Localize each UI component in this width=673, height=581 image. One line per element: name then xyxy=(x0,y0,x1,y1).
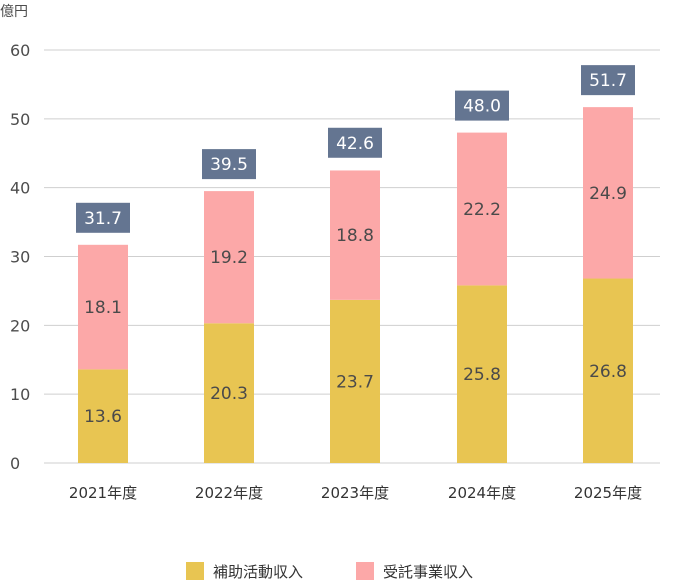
legend-label-hojo: 補助活動収入 xyxy=(213,563,303,581)
bar-segment-hojo-2025年度 xyxy=(583,278,633,463)
bar-segment-jutaku-2022年度 xyxy=(204,191,254,324)
data-label-jutaku-2024年度: 22.2 xyxy=(463,200,501,220)
data-label-jutaku-2021年度: 18.1 xyxy=(84,298,122,318)
total-label-2022年度: 39.5 xyxy=(210,155,248,175)
data-label-hojo-2023年度: 23.7 xyxy=(336,372,374,392)
y-axis-unit-label: 億円 xyxy=(0,4,28,20)
y-tick-label-0: 0 xyxy=(10,454,20,473)
bar-segment-jutaku-2021年度 xyxy=(78,244,128,370)
total-badge-2023年度 xyxy=(328,127,382,158)
y-tick-label-30: 30 xyxy=(10,248,30,267)
bar-segment-hojo-2023年度 xyxy=(330,299,380,463)
data-label-hojo-2024年度: 25.8 xyxy=(463,365,501,385)
x-tick-label-2022年度: 2022年度 xyxy=(195,484,263,502)
y-tick-label-20: 20 xyxy=(10,316,30,335)
data-label-hojo-2022年度: 20.3 xyxy=(210,384,248,404)
total-badge-2021年度 xyxy=(76,202,130,233)
total-badge-2024年度 xyxy=(455,90,509,121)
x-axis-labels: 2021年度 2022年度 2023年度 2024年度 2025年度 xyxy=(69,484,642,502)
data-label-jutaku-2025年度: 24.9 xyxy=(589,184,627,204)
total-label-2021年度: 31.7 xyxy=(84,209,122,229)
legend-swatch-hojo xyxy=(186,562,204,580)
x-tick-label-2025年度: 2025年度 xyxy=(574,484,642,502)
y-axis-ticks: 0 10 20 30 40 50 60 xyxy=(10,41,30,473)
bars: 13.6 18.1 31.7 20.3 19.2 39.5 23.7 18.8 42.6 25.8… xyxy=(76,65,635,463)
data-label-hojo-2021年度: 13.6 xyxy=(84,407,122,427)
x-tick-label-2023年度: 2023年度 xyxy=(321,484,389,502)
legend-label-jutaku: 受託事業収入 xyxy=(383,563,473,581)
total-badge-2022年度 xyxy=(202,149,256,180)
y-tick-label-50: 50 xyxy=(10,110,30,129)
legend-swatch-jutaku xyxy=(356,562,374,580)
total-label-2023年度: 42.6 xyxy=(336,134,374,154)
total-badge-2025年度 xyxy=(581,65,635,96)
bar-segment-hojo-2022年度 xyxy=(204,323,254,463)
bar-segment-jutaku-2025年度 xyxy=(583,107,633,279)
total-label-2024年度: 48.0 xyxy=(463,97,501,117)
bar-segment-jutaku-2023年度 xyxy=(330,170,380,300)
bar-segment-hojo-2024年度 xyxy=(457,285,507,463)
data-label-jutaku-2022年度: 19.2 xyxy=(210,248,248,268)
x-tick-label-2021年度: 2021年度 xyxy=(69,484,137,502)
total-label-2025年度: 51.7 xyxy=(589,71,627,91)
data-label-hojo-2025年度: 26.8 xyxy=(589,362,627,382)
bar-segment-jutaku-2024年度 xyxy=(457,132,507,286)
legend: 補助活動収入 受託事業収入 xyxy=(186,562,473,581)
bar-segment-hojo-2021年度 xyxy=(78,369,128,463)
x-tick-label-2024年度: 2024年度 xyxy=(448,484,516,502)
y-tick-label-10: 10 xyxy=(10,385,30,404)
data-label-jutaku-2023年度: 18.8 xyxy=(336,226,374,246)
y-tick-label-60: 60 xyxy=(10,41,30,60)
y-tick-label-40: 40 xyxy=(10,179,30,198)
